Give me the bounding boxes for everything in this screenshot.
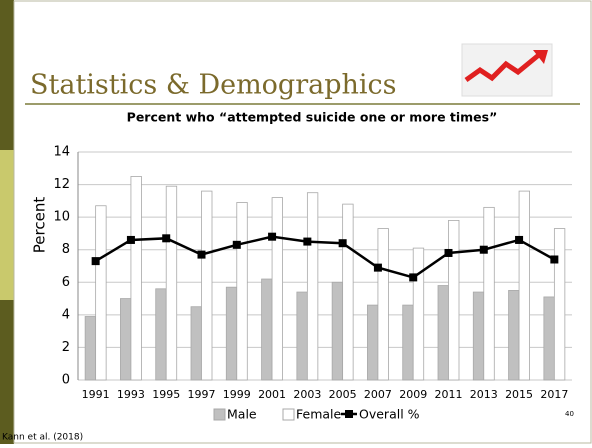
bar	[225, 286, 238, 381]
x-tick-label: 2013	[470, 388, 498, 401]
bar	[120, 298, 132, 381]
marker	[373, 263, 382, 272]
x-tick-label: 2001	[258, 388, 286, 401]
x-tick-label: 2017	[540, 388, 568, 401]
legend-swatch	[345, 410, 353, 418]
x-tick-label: 1991	[82, 388, 110, 401]
x-tick-label: 2011	[435, 388, 463, 401]
chart-title: Percent who “attempted suicide one or mo…	[127, 110, 498, 125]
y-tick-label: 8	[62, 242, 70, 257]
bar	[367, 304, 379, 381]
y-axis-label: Percent	[31, 197, 49, 254]
icon	[461, 43, 553, 97]
slide-border	[13, 0, 592, 444]
x-tick-label: 1997	[188, 388, 216, 401]
bar	[402, 304, 414, 381]
x-tick-label: 1999	[223, 388, 251, 401]
bar	[261, 278, 273, 381]
x-tick-label: 1993	[117, 388, 145, 401]
x-tick-label: 2003	[293, 388, 321, 401]
bar	[472, 291, 485, 381]
bar	[155, 288, 167, 381]
bar	[508, 290, 520, 381]
side-strip	[0, 0, 14, 150]
x-tick-label: 2005	[329, 388, 357, 401]
marker	[197, 250, 206, 259]
bar	[437, 285, 449, 381]
side-strip	[0, 150, 14, 300]
bar	[95, 205, 107, 381]
marker	[409, 273, 418, 282]
marker	[550, 255, 559, 264]
marker	[479, 245, 488, 254]
bar	[271, 197, 283, 381]
y-tick-label: 6	[62, 275, 70, 290]
marker	[303, 237, 312, 246]
line	[94, 235, 555, 279]
side-strip	[0, 300, 14, 444]
bar	[296, 291, 308, 381]
slide-title: Statistics & Demographics	[30, 70, 397, 101]
footer: Kann et al. (2018)	[2, 433, 83, 443]
bar	[236, 202, 248, 381]
bar	[543, 296, 555, 381]
y-tick-label: 12	[53, 177, 70, 192]
y-tick-label: 4	[62, 307, 70, 322]
marker	[515, 235, 524, 244]
x-tick-label: 2007	[364, 388, 392, 401]
marker	[268, 232, 277, 241]
bar	[130, 176, 142, 381]
bar	[483, 206, 495, 381]
x-tick-label: 2009	[399, 388, 427, 401]
bar	[331, 281, 344, 381]
bar	[306, 192, 319, 381]
y-tick-label: 0	[62, 373, 70, 388]
legend-label: Female	[296, 407, 342, 422]
bar	[201, 190, 213, 381]
marker	[232, 240, 241, 249]
bar	[342, 203, 354, 381]
marker	[91, 257, 100, 266]
bar	[412, 247, 425, 381]
bar	[553, 228, 566, 381]
legend-label: Male	[227, 407, 257, 422]
x-tick-label: 1995	[152, 388, 180, 401]
page-number: 40	[565, 410, 574, 418]
y-tick-label: 2	[62, 340, 70, 355]
legend-swatch	[282, 408, 295, 421]
bar	[84, 316, 97, 381]
marker	[338, 239, 347, 248]
bar	[190, 306, 202, 381]
y-tick-label: 10	[53, 210, 70, 225]
marker	[126, 235, 135, 244]
bar	[165, 185, 178, 381]
legend-label: Overall %	[359, 407, 420, 422]
y-tick-label: 14	[53, 145, 70, 160]
marker	[162, 234, 171, 243]
x-tick-label: 2015	[505, 388, 533, 401]
bar	[448, 219, 460, 381]
legend-swatch	[213, 408, 226, 421]
marker	[444, 248, 453, 257]
bar	[377, 228, 389, 381]
bar	[518, 190, 530, 381]
